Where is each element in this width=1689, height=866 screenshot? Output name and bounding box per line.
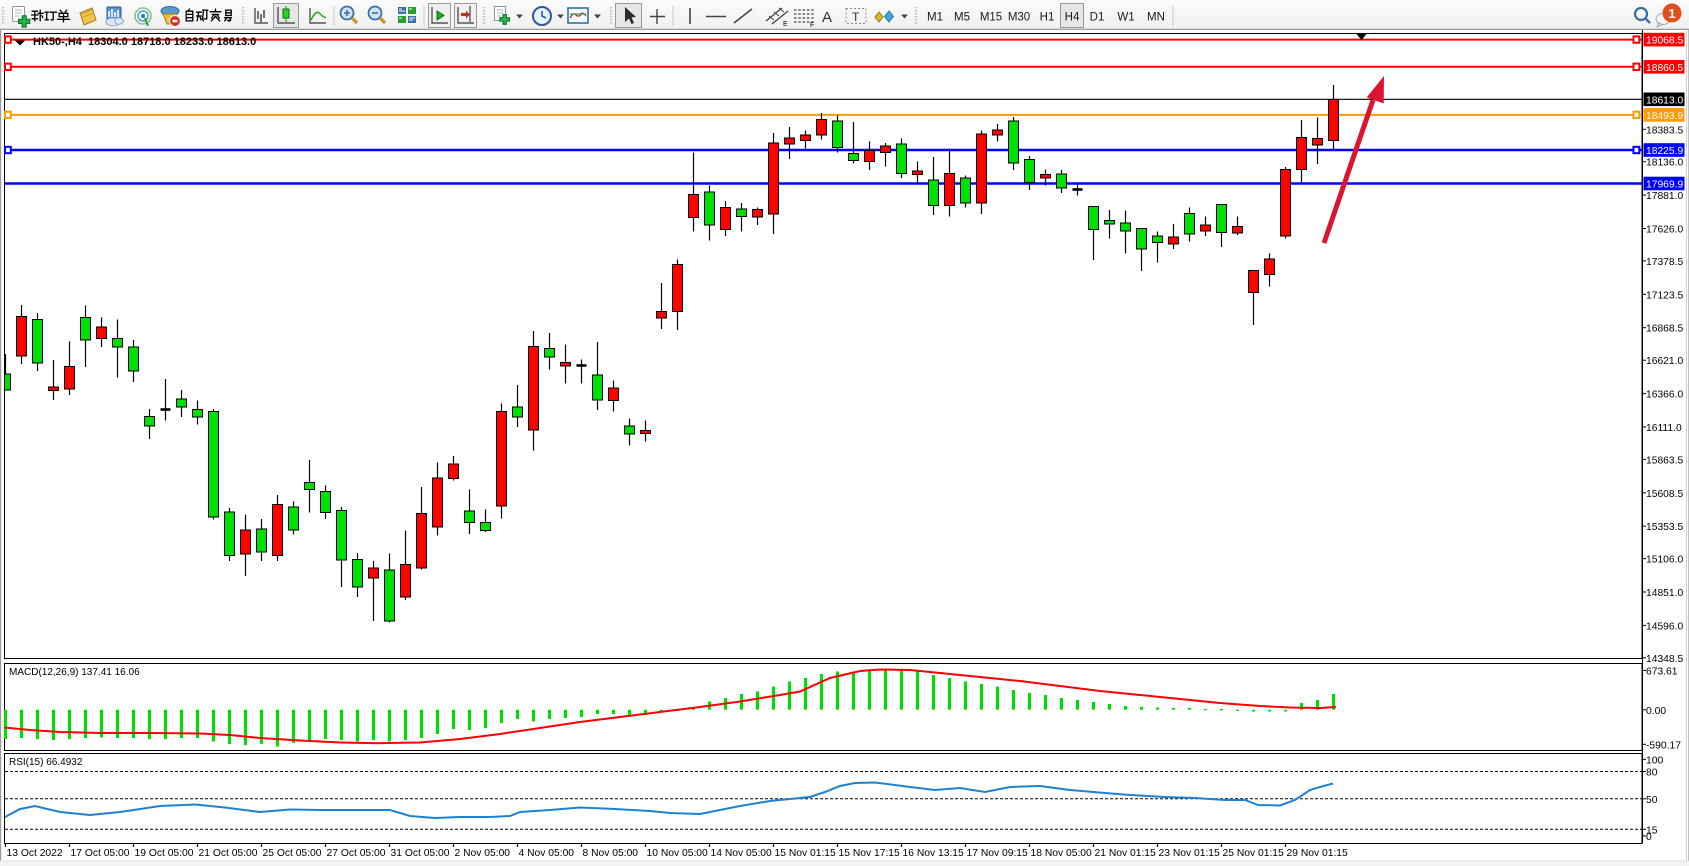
svg-text:14851.0: 14851.0	[1646, 588, 1683, 599]
svg-text:27 Oct 05:00: 27 Oct 05:00	[327, 848, 386, 859]
svg-text:17 Oct 05:00: 17 Oct 05:00	[71, 848, 130, 859]
svg-text:100: 100	[1646, 755, 1663, 766]
svg-text:14596.0: 14596.0	[1646, 621, 1683, 632]
svg-text:18 Nov 05:00: 18 Nov 05:00	[1031, 848, 1093, 859]
svg-text:19068.5: 19068.5	[1646, 36, 1683, 47]
svg-text:18493.9: 18493.9	[1646, 111, 1683, 122]
svg-text:-590.17: -590.17	[1646, 740, 1681, 751]
svg-text:16868.5: 16868.5	[1646, 324, 1683, 335]
svg-text:M1: M1	[927, 12, 943, 24]
svg-text:0.00: 0.00	[1646, 706, 1666, 717]
svg-text:1: 1	[1668, 6, 1675, 21]
svg-text:17626.0: 17626.0	[1646, 225, 1683, 236]
svg-text:0: 0	[1646, 832, 1652, 843]
svg-text:15608.5: 15608.5	[1646, 489, 1683, 500]
svg-text:15 Nov 17:15: 15 Nov 17:15	[839, 848, 901, 859]
svg-text:19 Oct 05:00: 19 Oct 05:00	[135, 848, 194, 859]
svg-text:W1: W1	[1117, 12, 1134, 24]
svg-text:16621.0: 16621.0	[1646, 356, 1683, 367]
svg-text:17123.5: 17123.5	[1646, 290, 1683, 301]
svg-text:15863.5: 15863.5	[1646, 455, 1683, 466]
svg-text:15 Nov 01:15: 15 Nov 01:15	[775, 848, 837, 859]
svg-text:15: 15	[1646, 825, 1658, 836]
svg-text:25 Nov 01:15: 25 Nov 01:15	[1223, 848, 1285, 859]
svg-text:16366.0: 16366.0	[1646, 390, 1683, 401]
svg-text:31 Oct 05:00: 31 Oct 05:00	[391, 848, 450, 859]
svg-text:4 Nov 05:00: 4 Nov 05:00	[519, 848, 575, 859]
svg-text:D1: D1	[1090, 12, 1105, 24]
svg-text:H4: H4	[1065, 12, 1080, 24]
svg-text:17881.0: 17881.0	[1646, 191, 1683, 202]
svg-text:17969.9: 17969.9	[1646, 180, 1683, 191]
svg-text:RSI(15) 66.4932: RSI(15) 66.4932	[9, 757, 83, 768]
svg-text:29 Nov 01:15: 29 Nov 01:15	[1287, 848, 1349, 859]
svg-text:MACD(12,26,9) 137.41 16.06: MACD(12,26,9) 137.41 16.06	[9, 667, 140, 678]
svg-text:16111.0: 16111.0	[1646, 423, 1682, 434]
svg-text:17 Nov 09:15: 17 Nov 09:15	[967, 848, 1029, 859]
svg-text:13 Oct 2022: 13 Oct 2022	[7, 848, 63, 859]
svg-text:14 Nov 05:00: 14 Nov 05:00	[711, 848, 773, 859]
svg-text:2 Nov 05:00: 2 Nov 05:00	[455, 848, 511, 859]
svg-text:17378.5: 17378.5	[1646, 257, 1683, 268]
svg-text:E: E	[783, 21, 788, 28]
svg-text:A: A	[822, 9, 832, 26]
svg-text:18860.5: 18860.5	[1646, 63, 1683, 74]
svg-text:15106.0: 15106.0	[1646, 555, 1683, 566]
svg-text:673.61: 673.61	[1646, 666, 1678, 677]
svg-text:18613.0: 18613.0	[1646, 95, 1683, 106]
svg-text:21 Nov 01:15: 21 Nov 01:15	[1095, 848, 1157, 859]
svg-text:10 Nov 05:00: 10 Nov 05:00	[647, 848, 709, 859]
svg-text:18225.9: 18225.9	[1646, 146, 1683, 157]
svg-text:M5: M5	[954, 12, 970, 24]
svg-text:25 Oct 05:00: 25 Oct 05:00	[263, 848, 322, 859]
svg-text:MN: MN	[1147, 12, 1165, 24]
svg-text:16 Nov 13:15: 16 Nov 13:15	[903, 848, 965, 859]
svg-text:23 Nov 01:15: 23 Nov 01:15	[1159, 848, 1221, 859]
svg-text:18383.5: 18383.5	[1646, 125, 1683, 136]
svg-text:15353.5: 15353.5	[1646, 522, 1683, 533]
svg-text:80: 80	[1646, 768, 1658, 779]
svg-text:F: F	[810, 22, 814, 29]
svg-text:M30: M30	[1008, 12, 1030, 24]
svg-text:HK50-,H4 18304.0 18718.0 1823: HK50-,H4 18304.0 18718.0 18233.0 18613.0	[33, 36, 256, 48]
svg-text:M15: M15	[980, 12, 1002, 24]
svg-text:14348.5: 14348.5	[1646, 654, 1683, 665]
svg-text:50: 50	[1646, 795, 1658, 806]
svg-text:8 Nov 05:00: 8 Nov 05:00	[583, 848, 639, 859]
svg-text:H1: H1	[1040, 12, 1055, 24]
svg-text:21 Oct 05:00: 21 Oct 05:00	[199, 848, 258, 859]
svg-text:T: T	[852, 10, 860, 24]
svg-text:18136.0: 18136.0	[1646, 158, 1683, 169]
